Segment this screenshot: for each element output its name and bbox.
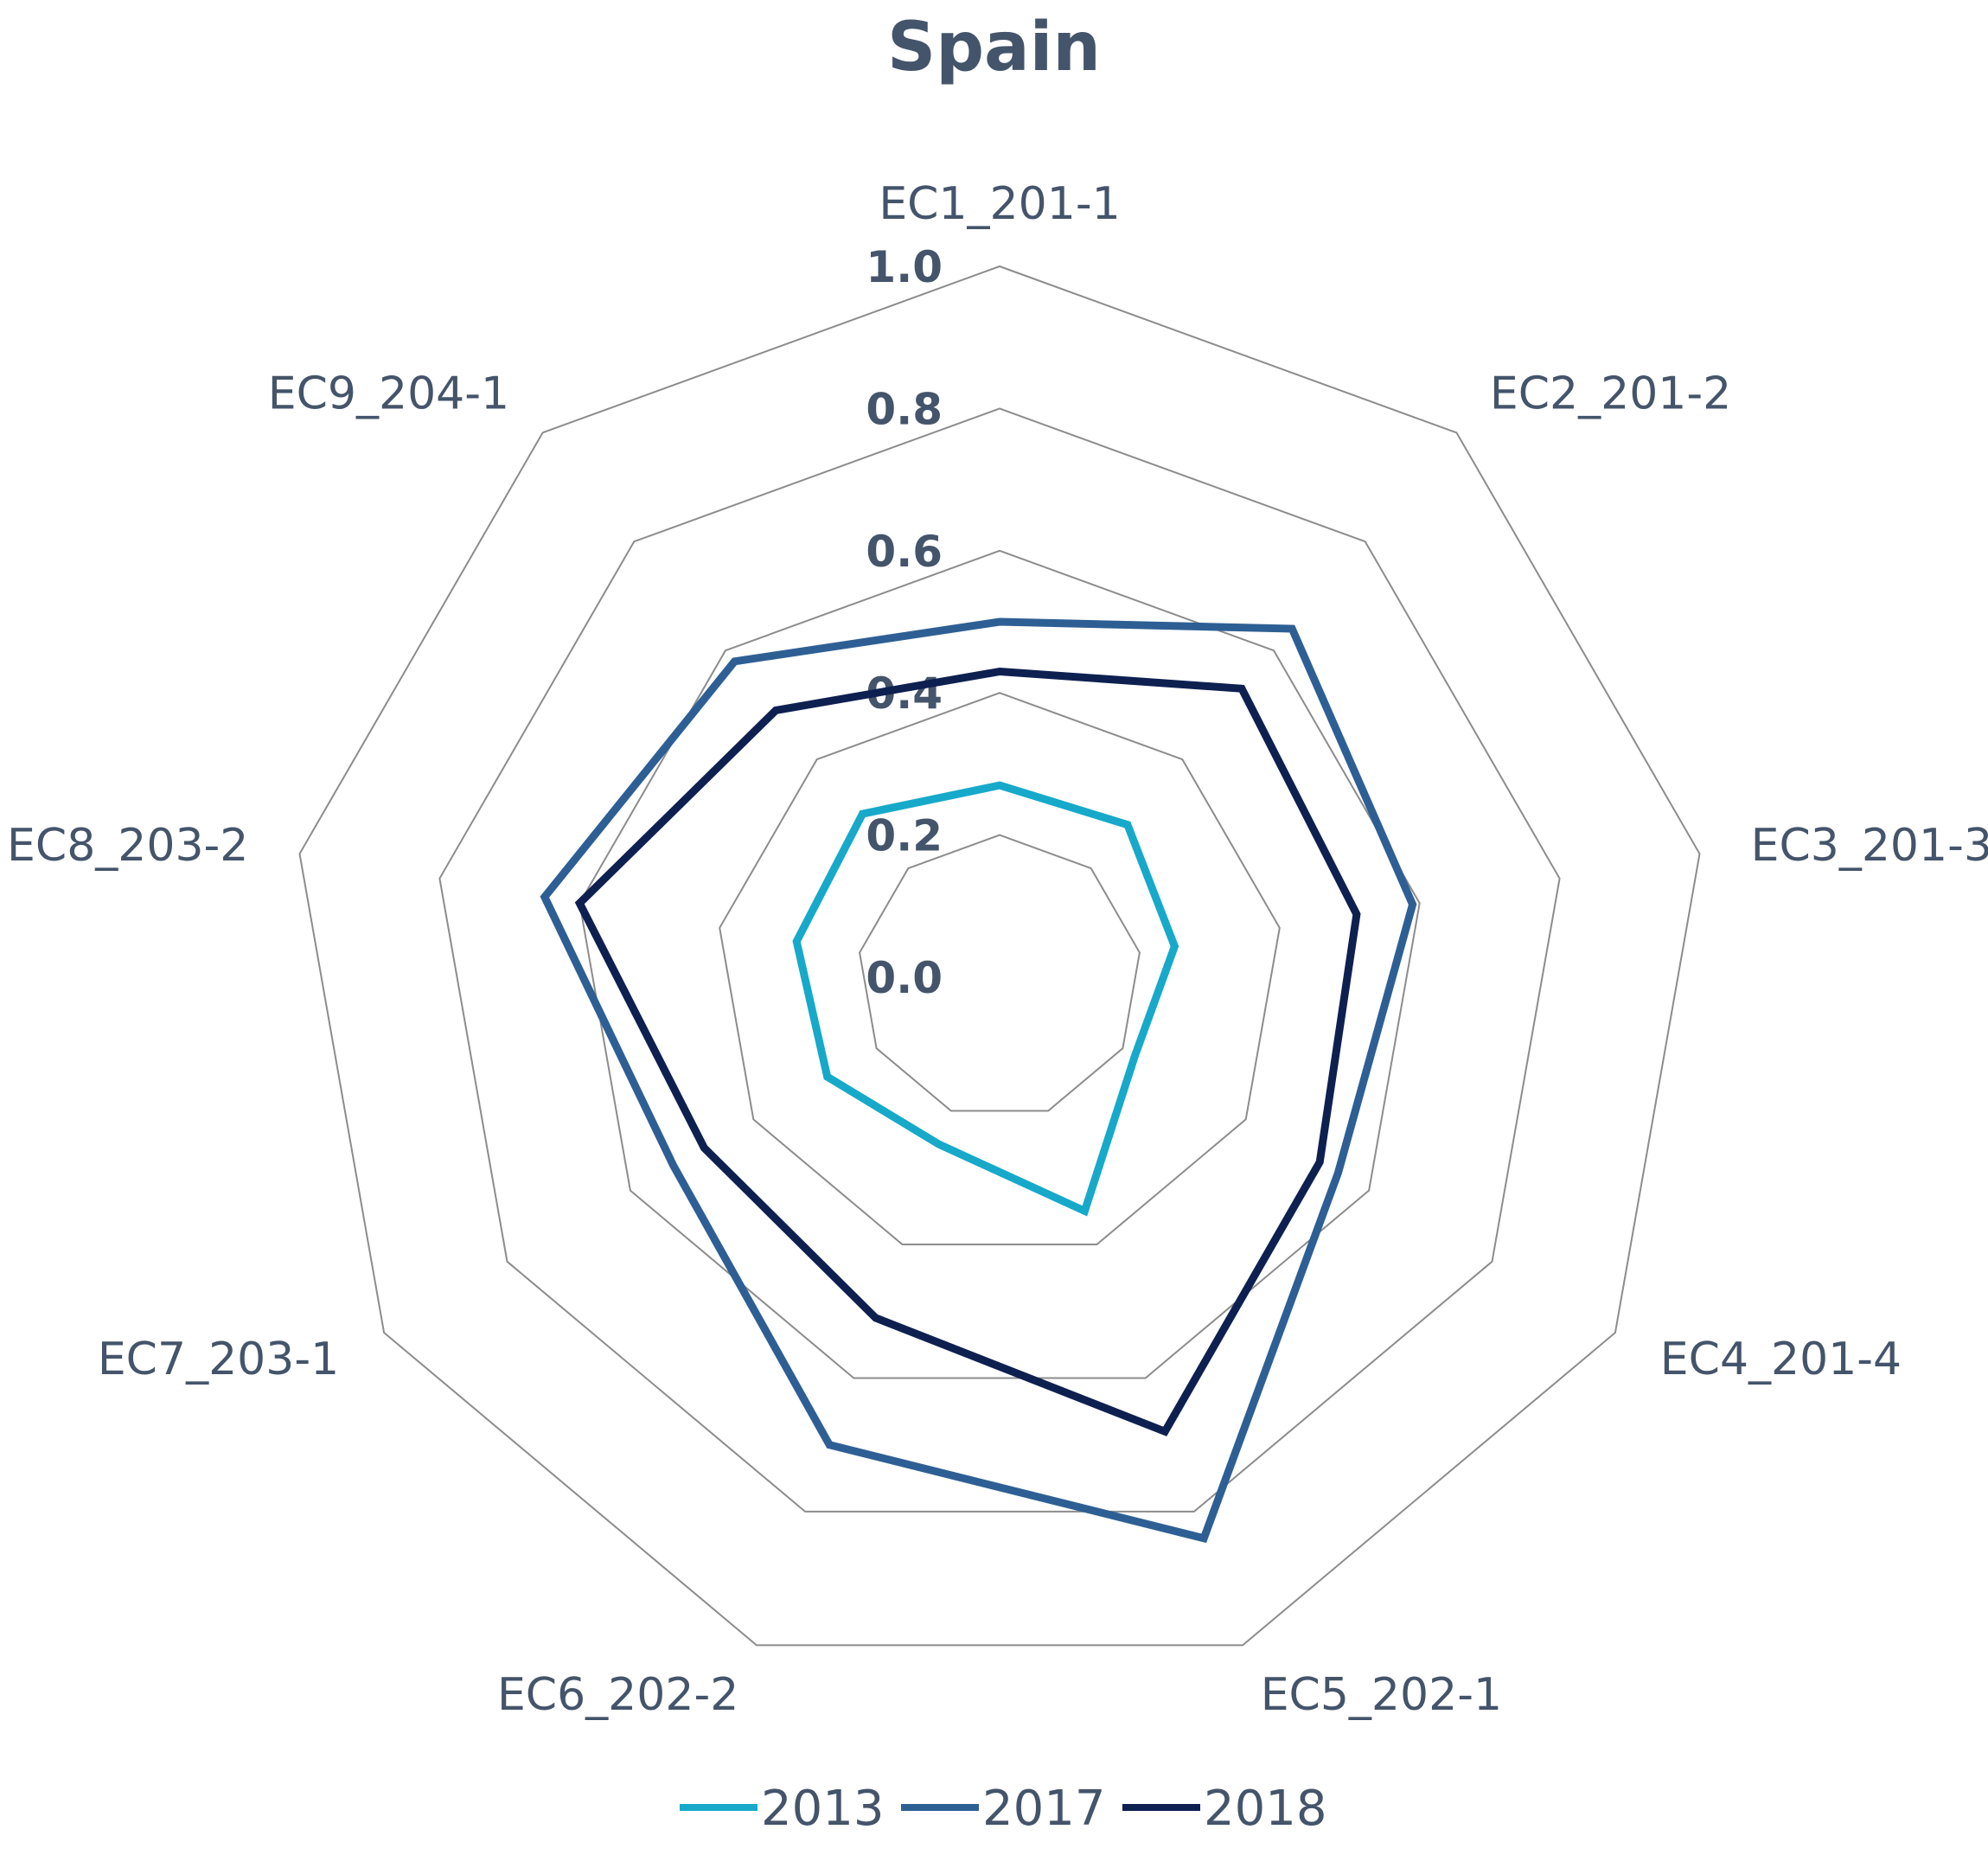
series-line-2017 <box>540 617 1417 1544</box>
category-label: EC6_202-2 <box>497 1669 738 1721</box>
r-tick-label: 0.0 <box>866 953 943 1003</box>
r-tick-label: 0.6 <box>866 527 943 577</box>
series-line-2018 <box>574 667 1361 1436</box>
grid-ring-4 <box>438 407 1561 1513</box>
legend-label: 2018 <box>1204 1781 1327 1837</box>
series-line-2013 <box>792 781 1179 1217</box>
legend-label: 2013 <box>761 1781 885 1837</box>
r-tick-label: 0.8 <box>866 384 943 434</box>
grid-ring-1 <box>859 834 1141 1112</box>
r-tick-label: 0.2 <box>866 811 943 861</box>
legend-label: 2017 <box>982 1781 1106 1837</box>
chart-title: Spain <box>887 9 1101 86</box>
category-label: EC1_201-1 <box>879 178 1120 230</box>
r-tick-label: 1.0 <box>866 242 943 292</box>
category-label: EC4_201-4 <box>1660 1334 1902 1385</box>
category-label: EC8_203-2 <box>7 820 248 872</box>
category-label: EC7_203-1 <box>98 1334 339 1385</box>
grid-ring-3 <box>579 549 1421 1379</box>
category-label: EC2_201-2 <box>1490 368 1731 419</box>
grid-ring-2 <box>719 692 1281 1245</box>
category-label: EC3_201-3 <box>1751 820 1988 872</box>
grid-ring-5 <box>298 265 1701 1647</box>
category-label: EC5_202-1 <box>1261 1669 1502 1721</box>
category-label: EC9_204-1 <box>268 368 509 419</box>
